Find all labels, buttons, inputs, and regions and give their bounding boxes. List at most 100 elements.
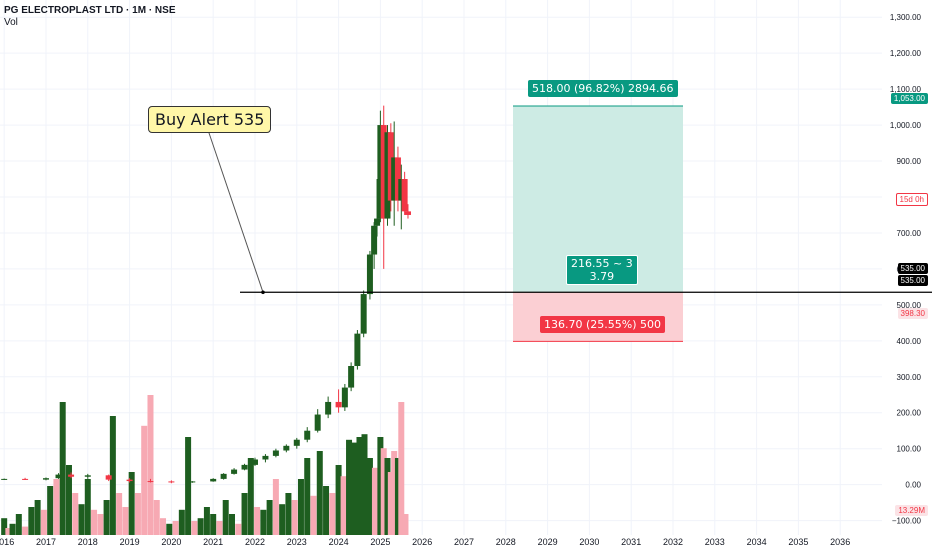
entry-price-tag-b: 535.00 <box>897 275 928 286</box>
volume-bar <box>371 467 378 535</box>
candle-body <box>210 478 217 482</box>
candle-body <box>404 211 411 215</box>
volume-bar <box>53 479 60 535</box>
volume-bar <box>266 500 273 535</box>
volume-bar <box>272 479 279 535</box>
candle-body <box>325 401 332 415</box>
y-tick-label: 300.00 <box>897 373 922 382</box>
volume-bar <box>59 402 66 535</box>
candle-body <box>391 157 398 201</box>
x-tick-label: 2019 <box>120 537 140 547</box>
candle-body <box>1 478 8 480</box>
volume-bar <box>97 514 104 535</box>
x-tick-label: 2024 <box>329 537 349 547</box>
volume-bar <box>346 439 353 535</box>
volume-bar <box>91 509 98 535</box>
candle-body <box>231 469 238 474</box>
candle-body <box>304 430 311 440</box>
candle-body <box>241 464 248 470</box>
candle-body <box>147 481 154 483</box>
x-tick-label: 2034 <box>747 537 767 547</box>
volume-bar <box>84 479 91 535</box>
x-tick-label: 2017 <box>36 537 56 547</box>
x-tick-label: 2021 <box>203 537 223 547</box>
candle-body <box>374 218 381 226</box>
y-tick-label: 100.00 <box>897 445 922 454</box>
y-tick-label: 900.00 <box>897 157 922 166</box>
x-tick-label: 2027 <box>454 537 474 547</box>
candle-body <box>314 414 321 431</box>
volume-bar <box>40 509 47 535</box>
volume-bar <box>197 518 204 535</box>
risk-reward-zones <box>513 105 683 342</box>
y-tick-label: 200.00 <box>897 409 922 418</box>
y-tick-label: 700.00 <box>897 229 922 238</box>
y-tick-label: 1,000.00 <box>890 121 922 130</box>
volume-bar <box>78 504 85 535</box>
volume-bar <box>65 465 72 535</box>
candle-body <box>377 125 384 219</box>
x-tick-label: 2018 <box>78 537 98 547</box>
risk-reward-label: 216.55 ~ 3 3.79 <box>566 255 638 285</box>
target-label: 518.00 (96.82%) 2894.66 <box>528 80 678 97</box>
volume-bar <box>141 425 148 535</box>
volume-bar <box>9 523 16 535</box>
x-tick-label: 2031 <box>621 537 641 547</box>
x-tick-label: 2026 <box>412 537 432 547</box>
volume-bar <box>1 518 8 535</box>
candle-body <box>105 475 112 480</box>
volume-bar <box>178 509 185 535</box>
volume-bar <box>203 507 210 535</box>
volume-bar <box>22 526 29 535</box>
volume-bar <box>366 458 373 535</box>
callout-pointer <box>207 129 264 293</box>
volume-bar <box>304 458 311 535</box>
x-tick-label: 2032 <box>663 537 683 547</box>
candle-body <box>68 474 75 477</box>
volume-bar <box>147 395 154 535</box>
volume-bar <box>34 500 41 535</box>
candle-body <box>398 179 405 201</box>
rr-line-2: 3.79 <box>589 270 615 283</box>
volume-bar <box>72 493 79 535</box>
candle-body <box>168 481 175 483</box>
volume-bar <box>351 442 358 535</box>
y-tick-label: 0.00 <box>905 481 921 490</box>
candle-body <box>251 459 258 465</box>
candle-body <box>262 455 269 460</box>
callout-anchor <box>261 290 265 295</box>
candle-body <box>371 225 378 255</box>
volume-bar <box>222 500 229 535</box>
volume-bar <box>316 451 323 535</box>
time-axis: 2016 2017 2018 2019 2020 2021 2022 2023 2024 2025… <box>0 537 850 547</box>
volume-bar <box>128 472 135 535</box>
volume-bar <box>291 500 298 535</box>
x-tick-label: 2030 <box>579 537 599 547</box>
volume-bar <box>134 493 141 535</box>
volume-bar <box>247 458 254 535</box>
x-tick-label: 2028 <box>496 537 516 547</box>
candle-body <box>394 157 401 201</box>
x-tick-label: 2035 <box>788 537 808 547</box>
candle-body <box>220 473 227 479</box>
y-tick-label: 1,300.00 <box>890 13 922 22</box>
grid <box>0 0 882 535</box>
y-tick-label: 1,200.00 <box>890 49 922 58</box>
candle-body <box>22 478 29 480</box>
candle-body <box>42 478 49 480</box>
volume-bar <box>335 465 342 535</box>
volume-bar <box>28 507 35 535</box>
volume-bar <box>285 493 292 535</box>
candle-body <box>341 387 348 408</box>
candle-body <box>189 481 196 483</box>
buy-alert-callout[interactable]: Buy Alert 535 <box>148 106 272 133</box>
volume-bar <box>380 448 387 535</box>
y-tick-label: 500.00 <box>897 301 922 310</box>
volume-bar <box>191 521 198 535</box>
candle-body <box>55 474 62 479</box>
volume-bar <box>402 514 409 535</box>
x-tick-label: 2033 <box>705 537 725 547</box>
candle-body <box>387 132 394 201</box>
x-tick-label: 2020 <box>161 537 181 547</box>
